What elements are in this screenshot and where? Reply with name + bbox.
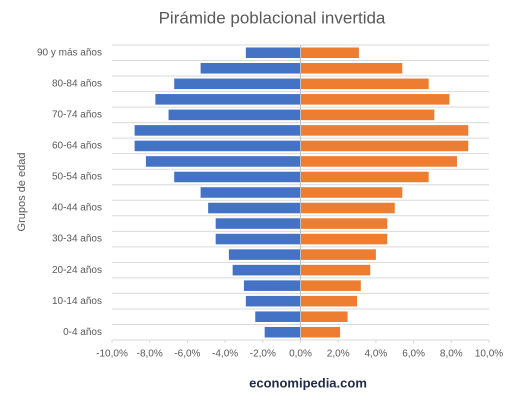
bar — [300, 264, 371, 276]
y-tick-label: 0-4 años — [63, 327, 102, 338]
bar — [300, 140, 469, 152]
bar — [300, 78, 429, 90]
bar — [200, 63, 301, 74]
bar — [300, 233, 388, 245]
bar — [300, 47, 359, 59]
bar — [243, 280, 301, 291]
bar — [174, 78, 301, 90]
x-tick-label: 10,0% — [475, 349, 503, 360]
x-tick-label: 0,0% — [289, 349, 312, 360]
bar — [255, 311, 301, 322]
x-tick-label: -4,0% — [212, 349, 238, 360]
bar — [215, 233, 301, 245]
bar — [300, 311, 348, 322]
bar — [208, 202, 301, 214]
bar — [300, 125, 469, 136]
bar — [300, 326, 341, 338]
y-tick-label: 50-54 años — [52, 172, 102, 183]
bar — [145, 156, 301, 167]
x-tick-label: -6,0% — [174, 349, 200, 360]
bar — [300, 63, 403, 74]
bar — [264, 326, 301, 338]
bar — [168, 109, 301, 121]
x-tick-label: 4,0% — [365, 349, 388, 360]
bar — [232, 264, 301, 276]
y-tick-label: 10-14 años — [52, 296, 102, 307]
x-tick-label: -8,0% — [137, 349, 163, 360]
bar — [245, 47, 301, 59]
bar — [300, 109, 435, 121]
y-tick-label: 20-24 años — [52, 265, 102, 276]
chart-title: Pirámide poblacional invertida — [159, 8, 386, 27]
y-tick-label: 90 y más años — [37, 47, 102, 58]
x-tick-label: -10,0% — [96, 349, 128, 360]
x-tick-label: 6,0% — [402, 349, 425, 360]
x-tick-label: -2,0% — [250, 349, 276, 360]
bar — [228, 249, 301, 260]
footer: economipedia.com — [249, 375, 367, 390]
y-tick-label: 80-84 años — [52, 78, 102, 89]
bar — [134, 125, 301, 136]
y-tick-label: 40-44 años — [52, 203, 102, 214]
y-axis-title: Grupos de edad — [16, 153, 28, 232]
bar — [215, 218, 301, 229]
bar — [245, 295, 301, 307]
bar — [300, 187, 403, 198]
x-tick-label: 8,0% — [440, 349, 463, 360]
bar — [200, 187, 301, 198]
y-tick-label: 70-74 años — [52, 110, 102, 121]
x-tick-label: 2,0% — [327, 349, 350, 360]
bar — [155, 94, 301, 105]
bar — [300, 171, 429, 183]
bar — [300, 94, 450, 105]
bar — [300, 249, 376, 260]
bar — [300, 218, 388, 229]
bar — [300, 202, 395, 214]
bar — [174, 171, 301, 183]
bar — [300, 280, 361, 291]
bar — [300, 156, 457, 167]
y-tick-label: 60-64 años — [52, 141, 102, 152]
bar — [134, 140, 301, 152]
y-tick-label: 30-34 años — [52, 234, 102, 245]
bar — [300, 295, 358, 307]
